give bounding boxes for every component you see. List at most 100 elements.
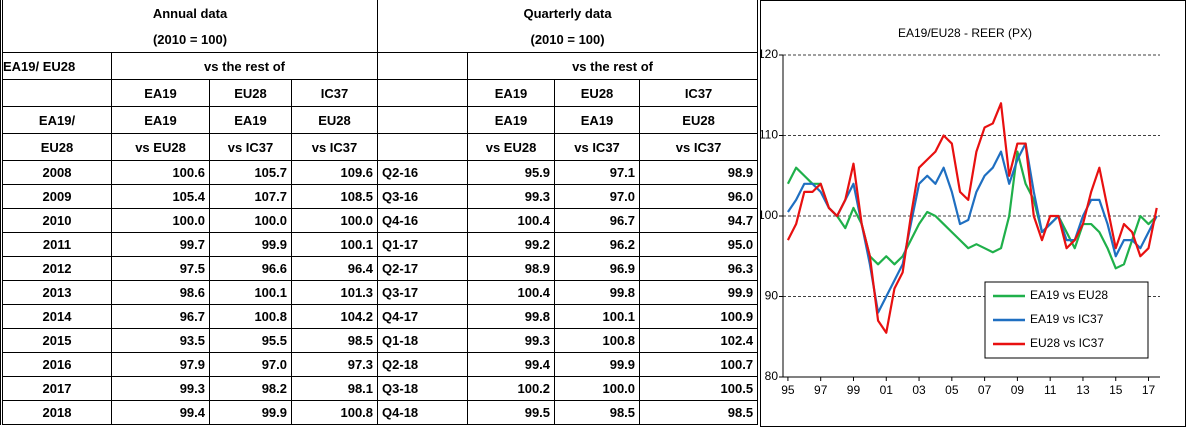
column-header: EA19 <box>111 106 210 134</box>
quarter-cell: Q1-17 <box>377 232 469 257</box>
value-cell: 99.2 <box>467 232 556 257</box>
value-cell: 99.4 <box>111 400 210 425</box>
value-cell: 95.5 <box>209 328 292 353</box>
x-tick-label: 03 <box>912 383 926 397</box>
value-cell: 100.4 <box>467 280 556 305</box>
quarter-cell: Q2-18 <box>377 352 469 377</box>
chart-title: EA19/EU28 - REER (PX) <box>898 26 1032 40</box>
value-cell: 96.2 <box>554 232 641 257</box>
group-label: EA19/ EU28 <box>1 52 112 80</box>
quarterly-base: (2010 = 100) <box>377 26 759 53</box>
value-cell: 98.9 <box>467 256 556 281</box>
table-row: 2014 96.7 100.8 104.2 Q4-17 99.8 100.1 100.9 <box>1 304 759 329</box>
blank-cell <box>377 133 469 161</box>
value-cell: 99.3 <box>111 376 210 401</box>
value-cell: 96.0 <box>639 184 759 209</box>
legend-label: EU28 vs IC37 <box>1030 336 1104 350</box>
quarter-cell: Q3-16 <box>377 184 469 209</box>
x-tick-label: 17 <box>1142 383 1156 397</box>
value-cell: 96.9 <box>554 256 641 281</box>
quarter-cell: Q2-17 <box>377 256 469 281</box>
year-cell: 2008 <box>1 160 112 185</box>
value-cell: 97.1 <box>554 160 641 185</box>
corner-label: EA19/ <box>1 106 112 134</box>
value-cell: 96.3 <box>639 256 759 281</box>
value-cell: 99.3 <box>467 328 556 353</box>
column-header: IC37 <box>639 79 759 107</box>
value-cell: 98.6 <box>111 280 210 305</box>
x-tick-label: 01 <box>880 383 894 397</box>
table-row: 2011 99.7 99.9 100.1 Q1-17 99.2 96.2 95.0 <box>1 232 759 257</box>
quarter-cell: Q2-16 <box>377 160 469 185</box>
value-cell: 98.5 <box>290 328 379 353</box>
value-cell: 101.3 <box>290 280 379 305</box>
value-cell: 105.7 <box>209 160 292 185</box>
value-cell: 97.5 <box>111 256 210 281</box>
blank-cell <box>1 79 112 107</box>
column-header: EA19 <box>467 79 556 107</box>
value-cell: 99.8 <box>554 280 641 305</box>
value-cell: 100.6 <box>111 160 210 185</box>
blank-cell <box>377 52 469 80</box>
value-cell: 100.8 <box>290 400 379 425</box>
table-row: 2015 93.5 95.5 98.5 Q1-18 99.3 100.8 102.4 <box>1 328 759 353</box>
value-cell: 100.7 <box>639 352 759 377</box>
value-cell: 100.9 <box>639 304 759 329</box>
value-cell: 99.9 <box>639 280 759 305</box>
annual-title: Annual data <box>0 0 379 26</box>
value-cell: 98.1 <box>290 376 379 401</box>
series-line <box>786 150 1158 270</box>
column-header: EU28 <box>554 79 641 107</box>
table-row: 2013 98.6 100.1 101.3 Q3-17 100.4 99.8 99.9 <box>1 280 759 305</box>
y-tick-label: 80 <box>765 369 779 383</box>
column-header: vs EU28 <box>111 133 210 161</box>
x-tick-label: 13 <box>1076 383 1090 397</box>
value-cell: 99.9 <box>209 400 292 425</box>
value-cell: 96.7 <box>111 304 210 329</box>
year-cell: 2016 <box>1 352 112 377</box>
value-cell: 100.4 <box>467 208 556 233</box>
table-row: 2009 105.4 107.7 108.5 Q3-16 99.3 97.0 96.0 <box>1 184 759 209</box>
table-row: 2018 99.4 99.9 100.8 Q4-18 99.5 98.5 98.5 <box>1 400 759 425</box>
value-cell: 109.6 <box>290 160 379 185</box>
series-line <box>786 102 1158 334</box>
x-tick-label: 11 <box>1044 383 1057 397</box>
table-row: 2016 97.9 97.0 97.3 Q2-18 99.4 99.9 100.7 <box>1 352 759 377</box>
data-table: Annual data Quarterly data (2010 = 100) … <box>0 0 759 425</box>
column-header: EU28 <box>209 79 292 107</box>
value-cell: 97.0 <box>209 352 292 377</box>
value-cell: 98.5 <box>554 400 641 425</box>
year-cell: 2018 <box>1 400 112 425</box>
value-cell: 97.0 <box>554 184 641 209</box>
legend-label: EA19 vs IC37 <box>1030 312 1104 326</box>
year-cell: 2009 <box>1 184 112 209</box>
value-cell: 100.0 <box>209 208 292 233</box>
legend-label: EA19 vs EU28 <box>1030 288 1108 302</box>
blank-cell <box>377 106 469 134</box>
value-cell: 100.8 <box>209 304 292 329</box>
x-tick-label: 97 <box>814 383 828 397</box>
value-cell: 104.2 <box>290 304 379 329</box>
value-cell: 100.5 <box>639 376 759 401</box>
value-cell: 105.4 <box>111 184 210 209</box>
table-row: 2010 100.0 100.0 100.0 Q4-16 100.4 96.7 94.7 <box>1 208 759 233</box>
value-cell: 98.2 <box>209 376 292 401</box>
value-cell: 108.5 <box>290 184 379 209</box>
annual-subtitle: vs the rest of <box>110 52 379 80</box>
year-cell: 2015 <box>1 328 112 353</box>
value-cell: 100.8 <box>554 328 641 353</box>
corner-label: EU28 <box>1 133 112 161</box>
value-cell: 100.1 <box>209 280 292 305</box>
value-cell: 99.5 <box>467 400 556 425</box>
table-row: 2017 99.3 98.2 98.1 Q3-18 100.2 100.0 100.5 <box>1 376 759 401</box>
y-tick-label: 110 <box>760 128 778 142</box>
value-cell: 99.3 <box>467 184 556 209</box>
x-tick-label: 15 <box>1109 383 1123 397</box>
value-cell: 97.9 <box>111 352 210 377</box>
value-cell: 96.6 <box>209 256 292 281</box>
column-header: EU28 <box>639 106 759 134</box>
value-cell: 100.0 <box>290 208 379 233</box>
value-cell: 100.0 <box>554 376 641 401</box>
value-cell: 99.4 <box>467 352 556 377</box>
